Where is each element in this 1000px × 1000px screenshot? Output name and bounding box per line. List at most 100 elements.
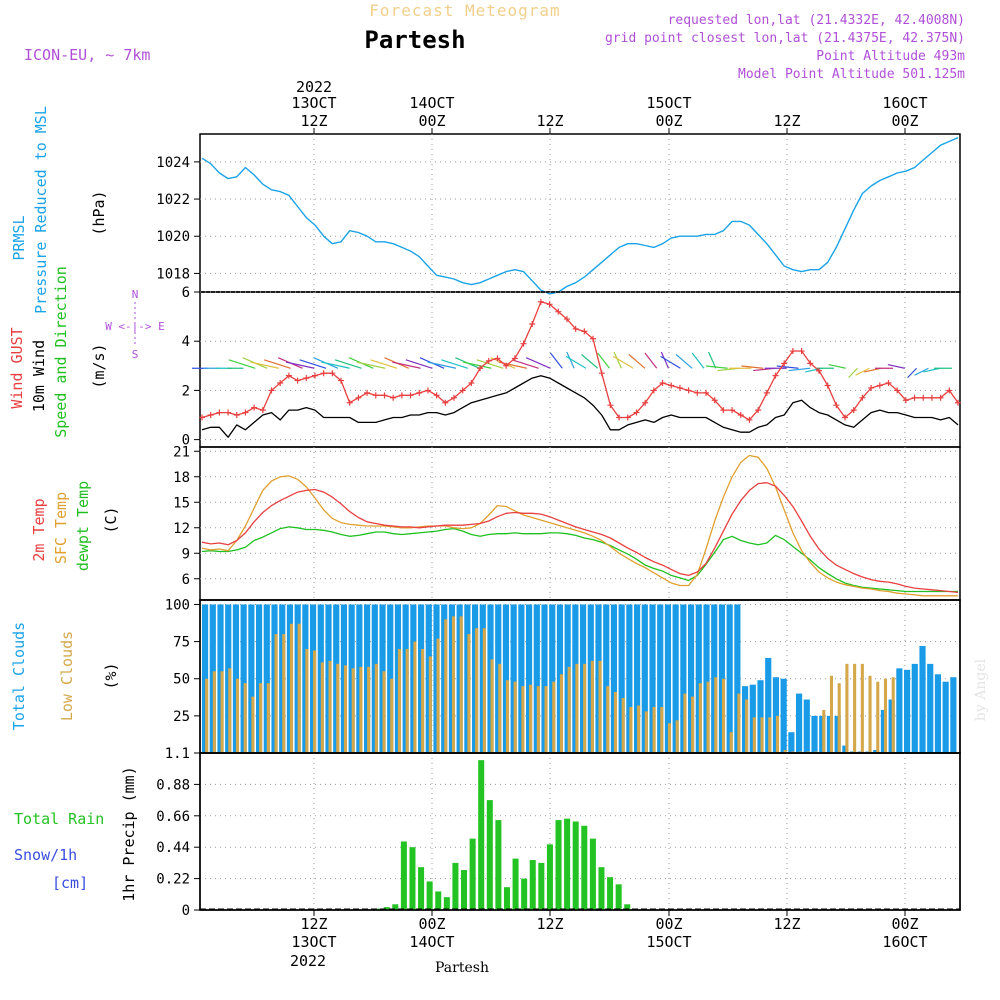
bottom-tick-year: 2022 <box>290 952 326 970</box>
wind-arrow <box>566 351 575 369</box>
rain-bar <box>418 867 425 910</box>
total-cloud-bar <box>942 681 949 753</box>
total-cloud-bar <box>626 604 633 753</box>
gust-marker <box>703 389 709 396</box>
total-cloud-bar <box>657 604 664 753</box>
bottom-tick-date: 13OCT <box>291 933 336 951</box>
gust-marker <box>581 328 588 335</box>
bottom-tick-hour: 12Z <box>773 915 800 933</box>
gust-marker <box>233 412 240 419</box>
wind-arrow <box>285 361 315 369</box>
gust-marker <box>720 407 727 414</box>
low-cloud-bar <box>583 663 587 753</box>
low-cloud-bar <box>313 650 317 753</box>
wind-arrow <box>581 354 599 369</box>
rain-bar <box>461 870 468 910</box>
wind-arrow <box>914 367 929 376</box>
total-cloud-bar <box>703 604 710 753</box>
total-cloud-bar <box>919 646 926 753</box>
rain-bar <box>581 825 588 910</box>
low-cloud-bar <box>259 683 263 753</box>
rain-panel-labels: Total Rain Snow/1h [cm] 1hr Precip (mm) <box>14 766 138 901</box>
cm-label: [cm] <box>52 874 88 892</box>
low-cloud-bar <box>220 671 224 753</box>
cloud-panel-labels: Total Clouds Low Clouds (%) <box>10 622 120 730</box>
rain-bar <box>589 838 596 910</box>
top-year: 2022 <box>296 78 332 96</box>
low-cloud-bar <box>328 660 332 753</box>
rain-bar <box>538 862 545 910</box>
ms-label: (m/s) <box>90 343 108 388</box>
wind-arrow <box>228 359 256 369</box>
hpa-label: (hPa) <box>90 190 108 235</box>
total-cloud-bar <box>896 668 903 753</box>
wind-arrow <box>848 367 858 379</box>
total-cloud-bar <box>734 604 741 753</box>
low-cloud-bar <box>868 675 872 753</box>
gust-marker <box>772 372 779 379</box>
gust-marker <box>329 370 336 377</box>
gust-marker <box>902 397 909 404</box>
low-cloud-bar <box>552 681 556 753</box>
gust-marker <box>928 394 935 401</box>
gust-marker <box>685 387 692 394</box>
low-cloud-bar <box>490 659 494 753</box>
wind-arrow <box>613 355 634 369</box>
wind-arrow <box>565 355 587 369</box>
gust-marker <box>511 355 518 362</box>
rain-bar <box>452 862 459 910</box>
rain-bar <box>564 818 571 910</box>
sfc-line <box>201 454 958 597</box>
speeddir-label: Speed and Direction <box>52 266 70 438</box>
gust-marker <box>711 397 718 404</box>
low-cloud-bar <box>853 663 857 753</box>
rain-ytick-label: 0 <box>182 903 190 919</box>
gust-marker <box>555 308 562 315</box>
low-cloud-bar <box>752 717 756 753</box>
wind-arrow <box>708 351 717 369</box>
gust-marker <box>468 380 475 387</box>
temp-ytick-label: 9 <box>182 546 190 562</box>
total-cloud-bar <box>618 604 625 753</box>
wind10-line <box>201 375 959 438</box>
total-cloud-bar <box>510 604 517 753</box>
bottom-tick-hour: 12Z <box>536 915 563 933</box>
gust-marker <box>259 407 266 414</box>
low-cloud-bar <box>590 660 594 753</box>
low-cloud-bar <box>598 660 602 753</box>
low-cloud-bar <box>775 715 780 753</box>
wind-arrow <box>263 359 291 369</box>
gust-marker <box>537 298 544 305</box>
rain-bar <box>624 904 631 910</box>
gust-marker <box>676 384 683 391</box>
wind-arrow <box>855 367 870 376</box>
gust-marker <box>338 377 345 384</box>
wind-arrow <box>392 361 421 369</box>
low-cloud-bar <box>421 649 425 753</box>
total-cloud-bar <box>695 604 702 753</box>
low-cloud-bar <box>351 668 355 753</box>
low-cloud-bar <box>660 706 664 753</box>
low-cloud-bar <box>367 666 371 753</box>
total-cloud-bar <box>418 604 425 753</box>
low-cloud-bar <box>529 684 533 753</box>
wind-frame <box>199 291 961 448</box>
top-tick-hour: 12Z <box>536 112 563 130</box>
gust-marker <box>894 387 901 394</box>
wind-arrow <box>628 354 646 369</box>
low-cloud-bar <box>475 628 479 753</box>
low-cloud-bar <box>644 711 648 753</box>
pressure-ytick-label: 1024 <box>156 155 190 171</box>
total-cloud-bar <box>472 604 479 753</box>
low-cloud-bar <box>714 677 718 753</box>
gust-marker <box>798 348 805 355</box>
wind-ytick-label: 0 <box>182 433 190 449</box>
total-cloud-bar <box>564 604 571 753</box>
gust-marker <box>842 414 849 421</box>
rain-ytick-label: 0.66 <box>156 809 190 825</box>
rain-ytick-label: 1.1 <box>165 746 190 762</box>
gust-line <box>201 301 959 421</box>
bottom-tick-date: 16OCT <box>882 933 927 951</box>
total-cloud-bar <box>641 604 648 753</box>
gust-marker <box>876 382 883 389</box>
